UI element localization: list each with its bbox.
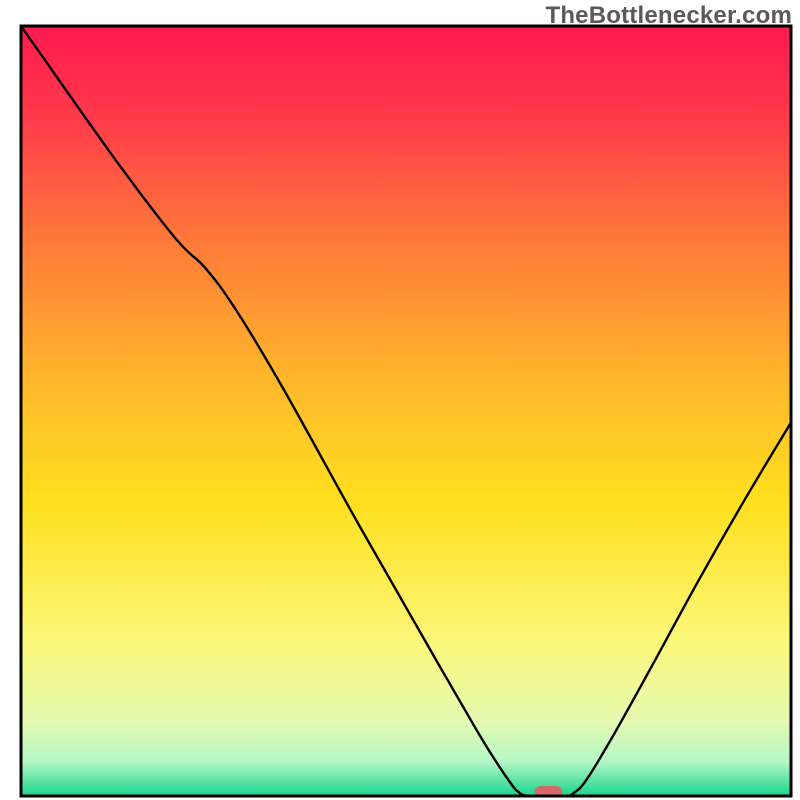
watermark-text: TheBottlenecker.com (545, 2, 792, 30)
chart-background (21, 26, 791, 796)
chart-canvas (0, 0, 800, 800)
